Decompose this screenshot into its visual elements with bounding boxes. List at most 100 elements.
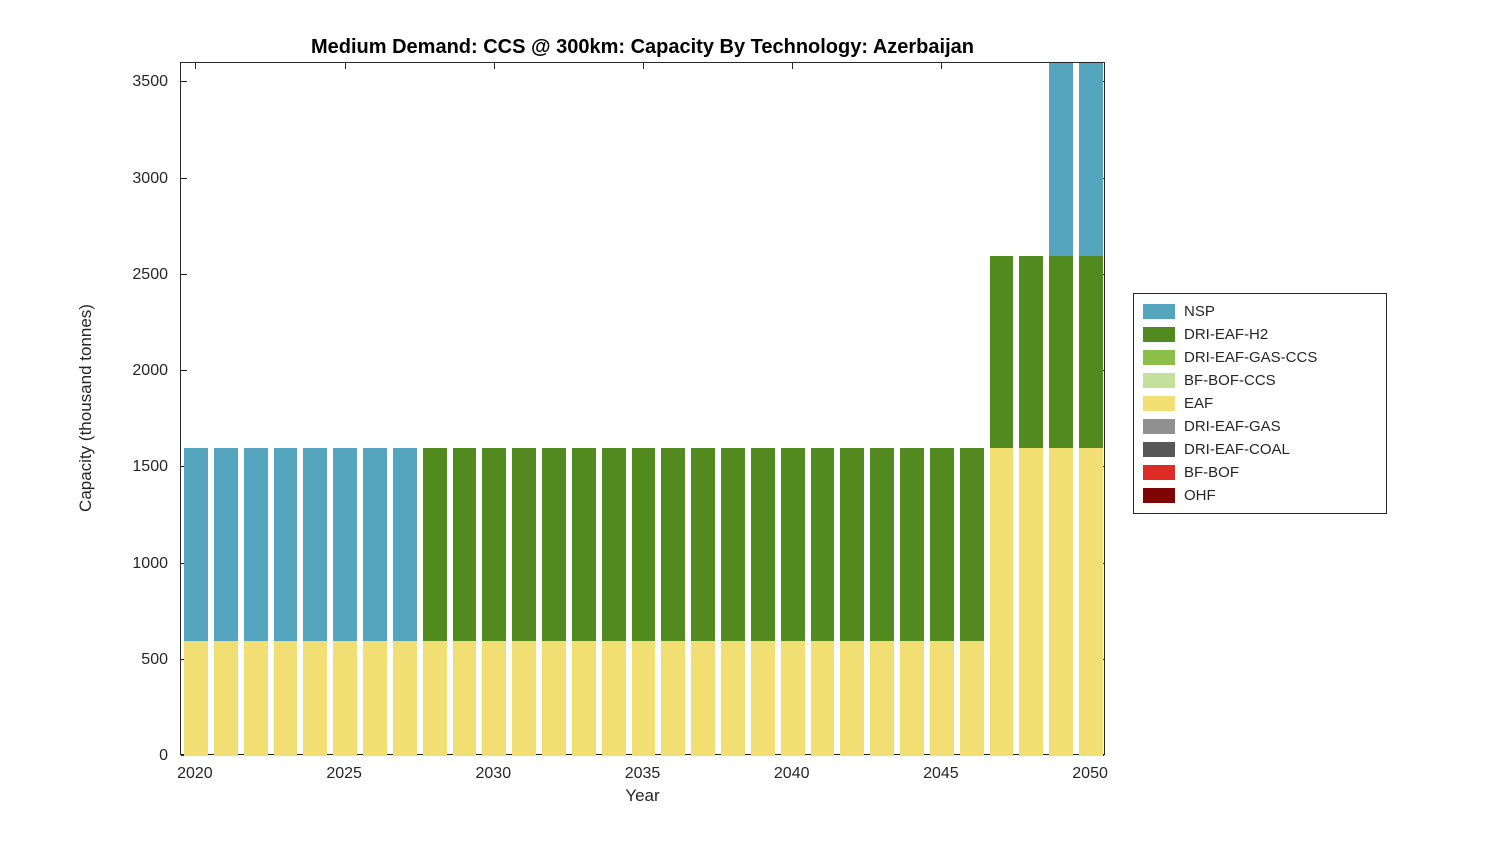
bar-segment-dri-eaf-h2-2043	[870, 448, 895, 641]
bar-segment-eaf-2038	[721, 640, 745, 756]
legend-swatch-dri-eaf-gas	[1143, 419, 1175, 434]
legend-item-dri-eaf-h2: DRI-EAF-H2	[1143, 324, 1377, 345]
bar-segment-nsp-2026	[363, 448, 387, 641]
bar-segment-eaf-2045	[929, 640, 954, 756]
legend: NSP DRI-EAF-H2 DRI-EAF-GAS-CCS BF-BOF-CCS EA…	[1133, 293, 1387, 514]
y-tick-label: 3000	[132, 169, 168, 187]
y-tick-mark	[181, 273, 187, 275]
legend-item-dri-eaf-gas: DRI-EAF-GAS	[1143, 416, 1377, 437]
bar-segment-dri-eaf-h2-2045	[929, 448, 954, 641]
bar-segment-eaf-2040	[780, 640, 805, 756]
y-tick-label: 2500	[132, 265, 168, 283]
legend-label: BF-BOF	[1184, 464, 1239, 481]
bar-segment-eaf-2037	[691, 640, 716, 756]
legend-label: BF-BOF-CCS	[1184, 372, 1276, 389]
bar-segment-eaf-2033	[571, 640, 596, 756]
legend-item-bf-bof: BF-BOF	[1143, 462, 1377, 483]
x-tick-mark	[344, 63, 346, 69]
x-tick-mark	[941, 63, 943, 69]
bar-segment-eaf-2049	[1049, 448, 1074, 756]
bar-segment-dri-eaf-h2-2031	[512, 448, 537, 641]
bar-segment-eaf-2028	[422, 640, 447, 756]
bar-segment-eaf-2042	[840, 640, 865, 756]
x-tick-mark	[792, 63, 794, 69]
bar-segment-dri-eaf-h2-2040	[780, 448, 805, 641]
bar-segment-eaf-2027	[392, 640, 417, 756]
bar-segment-dri-eaf-h2-2034	[601, 448, 626, 641]
bar-segment-eaf-2023	[273, 640, 298, 756]
y-tick-label: 1000	[132, 554, 168, 572]
legend-label: EAF	[1184, 395, 1214, 412]
bar-segment-dri-eaf-h2-2029	[452, 448, 477, 641]
legend-item-dri-eaf-coal: DRI-EAF-COAL	[1143, 439, 1377, 460]
x-tick-mark	[643, 63, 644, 69]
x-tick-label: 2035	[624, 765, 661, 782]
y-tick-mark	[181, 81, 187, 83]
x-tick-label: 2030	[475, 765, 512, 782]
legend-swatch-eaf	[1143, 396, 1175, 411]
legend-label: DRI-EAF-GAS-CCS	[1184, 349, 1318, 366]
bar-segment-eaf-2041	[810, 640, 835, 756]
bar-segment-nsp-2020	[183, 448, 208, 641]
bar-segment-nsp-2025	[333, 448, 358, 641]
plot-area	[180, 62, 1105, 756]
bar-segment-dri-eaf-h2-2047	[989, 255, 1014, 448]
bar-segment-eaf-2046	[959, 640, 984, 756]
x-tick-label: 2040	[773, 765, 810, 782]
bar-segment-nsp-2024	[303, 448, 328, 641]
bar-segment-eaf-2043	[870, 640, 895, 756]
legend-label: OHF	[1184, 487, 1216, 504]
bar-segment-nsp-2022	[243, 448, 268, 641]
legend-item-dri-eaf-gas-ccs: DRI-EAF-GAS-CCS	[1143, 347, 1377, 368]
x-tick-label: 2050	[1072, 765, 1108, 782]
bar-segment-eaf-2039	[750, 640, 775, 756]
bar-segment-dri-eaf-h2-2048	[1019, 255, 1044, 448]
y-axis-label: Capacity (thousand tonnes)	[76, 304, 95, 512]
y-tick-label: 1500	[132, 458, 168, 476]
bar-segment-eaf-2022	[243, 640, 268, 756]
bar-segment-dri-eaf-h2-2046	[959, 448, 984, 641]
bar-segment-dri-eaf-h2-2036	[661, 448, 686, 641]
legend-swatch-dri-eaf-gas-ccs	[1143, 350, 1175, 365]
y-tick-label: 3500	[132, 73, 168, 91]
chart-title: Medium Demand: CCS @ 300km: Capacity By …	[311, 36, 974, 58]
bar-segment-eaf-2020	[183, 640, 208, 756]
bar-segment-eaf-2031	[512, 640, 537, 756]
bar-segment-dri-eaf-h2-2042	[840, 448, 865, 641]
legend-label: DRI-EAF-GAS	[1184, 418, 1281, 435]
bar-segment-dri-eaf-h2-2028	[422, 448, 447, 641]
bar-segment-eaf-2044	[900, 640, 924, 756]
y-tick-mark	[181, 370, 187, 371]
bar-segment-nsp-2023	[273, 448, 298, 641]
bar-segment-eaf-2030	[482, 640, 507, 756]
bar-segment-dri-eaf-h2-2032	[542, 448, 566, 641]
x-tick-label: 2020	[177, 765, 213, 782]
legend-swatch-bf-bof-ccs	[1143, 373, 1175, 388]
legend-swatch-nsp	[1143, 304, 1175, 319]
bar-segment-dri-eaf-h2-2038	[721, 448, 745, 641]
legend-swatch-dri-eaf-coal	[1143, 442, 1175, 457]
bar-segment-dri-eaf-h2-2050	[1079, 255, 1103, 448]
bar-segment-nsp-2027	[392, 448, 417, 641]
x-tick-mark	[493, 63, 495, 69]
bar-segment-eaf-2036	[661, 640, 686, 756]
legend-item-eaf: EAF	[1143, 393, 1377, 414]
bar-segment-dri-eaf-h2-2035	[631, 448, 656, 641]
y-tick-label: 2000	[132, 362, 168, 379]
bar-segment-dri-eaf-h2-2030	[482, 448, 507, 641]
bar-segment-eaf-2026	[363, 640, 387, 756]
bar-segment-dri-eaf-h2-2044	[900, 448, 924, 641]
legend-swatch-ohf	[1143, 488, 1175, 503]
legend-label: DRI-EAF-H2	[1184, 326, 1269, 343]
x-tick-label: 2025	[326, 765, 362, 782]
legend-item-ohf: OHF	[1143, 485, 1377, 506]
bar-segment-dri-eaf-h2-2039	[750, 448, 775, 641]
x-tick-mark	[195, 63, 197, 69]
legend-swatch-dri-eaf-h2	[1143, 327, 1175, 342]
bar-segment-nsp-2049	[1049, 63, 1074, 256]
y-tick-mark	[181, 177, 187, 179]
x-tick-label: 2045	[923, 765, 959, 782]
bar-segment-eaf-2025	[333, 640, 358, 756]
bar-segment-nsp-2021	[213, 448, 238, 641]
